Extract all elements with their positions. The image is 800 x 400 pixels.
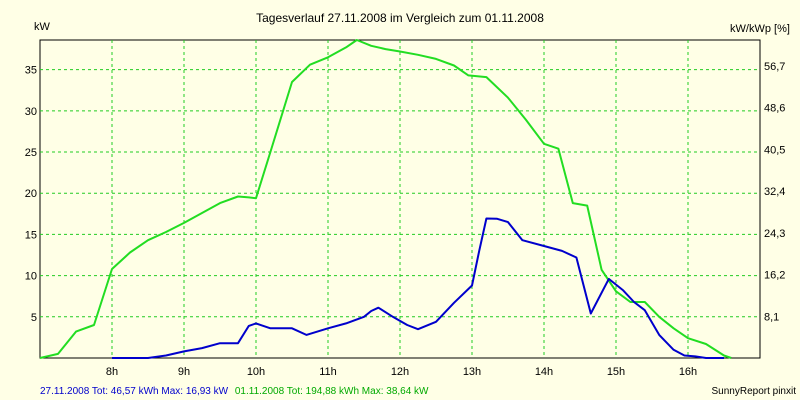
y-tick-label-right-16,2: 16,2 [764,270,785,282]
tick-labels: 8h 9h 10h 11h 12h 13h 14h 15h 16h 5 10 15 20 25 30 35 8,… [25,61,786,378]
y-tick-label-right-8,1: 8,1 [764,311,779,323]
y-tick-label-left-20: 20 [25,188,37,200]
x-tick-label-13h: 13h [463,366,481,378]
x-tick-label-11h: 11h [319,366,337,378]
y-tick-label-left-25: 25 [25,147,37,159]
y-tick-label-left-10: 10 [25,271,37,283]
y-tick-label-right-32,4: 32,4 [764,186,785,198]
y-tick-label-left-5: 5 [31,312,37,324]
y-tick-label-right-24,3: 24,3 [764,228,785,240]
y-axis-right-label: kW/kWp [%] [730,23,790,35]
x-tick-label-16h: 16h [679,366,697,378]
x-tick-label-10h: 10h [247,366,265,378]
series-line-27-11-2008 [112,217,724,359]
y-tick-label-right-56,7: 56,7 [764,61,785,73]
x-tick-label-12h: 12h [391,366,409,378]
series [39,39,732,359]
y-tick-label-left-15: 15 [25,229,37,241]
legend-series-01-11-2008: 01.11.2008 Tot: 194,88 kWh Max: 38,64 kW [235,386,429,397]
y-tick-label-left-35: 35 [25,65,37,77]
footer-legend: 27.11.2008 Tot: 46,57 kWh Max: 16,93 kW … [40,386,429,397]
x-tick-label-15h: 15h [607,366,625,378]
chart-title: Tagesverlauf 27.11.2008 im Vergleich zum… [256,11,544,25]
y-tick-label-right-48,6: 48,6 [764,103,785,115]
footer-credit: SunnyReport pinxit [712,386,797,397]
x-tick-label-14h: 14h [535,366,553,378]
legend-series-27-11-2008: 27.11.2008 Tot: 46,57 kWh Max: 16,93 kW [40,386,229,397]
grid [40,40,760,358]
y-tick-label-right-40,5: 40,5 [764,144,785,156]
series-line-01-11-2008 [39,39,732,359]
y-axis-left-label: kW [34,21,51,33]
x-tick-label-9h: 9h [178,366,190,378]
x-tick-label-8h: 8h [106,366,118,378]
y-tick-label-left-30: 30 [25,106,37,118]
